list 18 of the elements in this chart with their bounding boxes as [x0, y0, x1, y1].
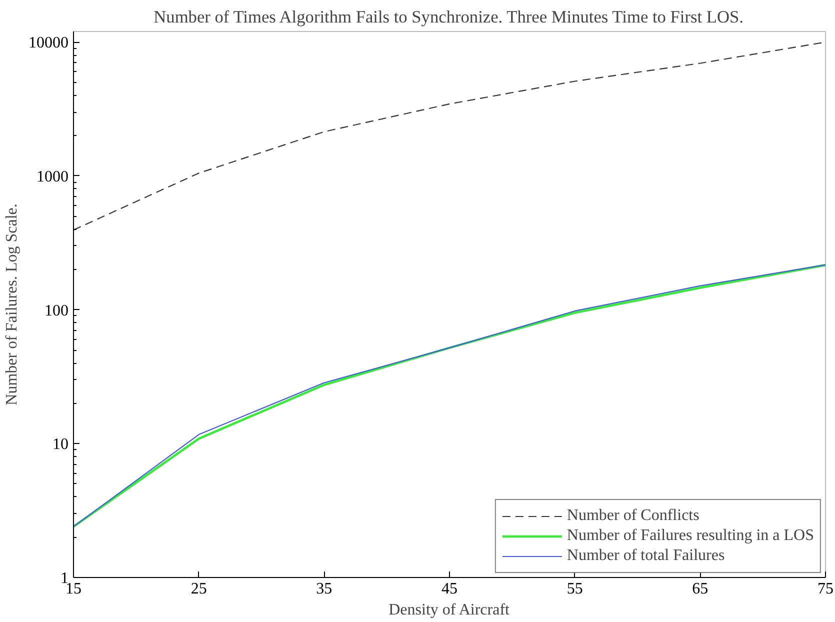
- y-tick-label: 1: [60, 570, 68, 587]
- x-tick-label: 25: [190, 580, 207, 598]
- legend-label: Number of Failures resulting in a LOS: [566, 526, 814, 546]
- x-tick-label: 15: [66, 580, 82, 598]
- x-tick-label: 75: [818, 580, 834, 598]
- legend-label: Number of Conflicts: [566, 506, 700, 526]
- y-axis-title: Number of Failures. Log Scale.: [4, 204, 20, 406]
- legend-label: Number of total Failures: [566, 546, 725, 566]
- x-tick-label: 35: [316, 580, 332, 598]
- chart-title: Number of Times Algorithm Fails to Synchronize. Three Minutes Time to First LOS.: [154, 8, 744, 26]
- y-tick-label: 1000: [36, 168, 68, 186]
- y-tick-label: 10: [52, 436, 68, 454]
- x-tick-label: 45: [442, 580, 458, 598]
- y-tick-label: 100: [44, 302, 68, 320]
- y-tick-label: 10000: [28, 34, 68, 52]
- x-tick-label: 65: [692, 580, 708, 598]
- x-tick-label: 55: [566, 580, 583, 598]
- x-axis-title: Density of Aircraft: [388, 602, 510, 618]
